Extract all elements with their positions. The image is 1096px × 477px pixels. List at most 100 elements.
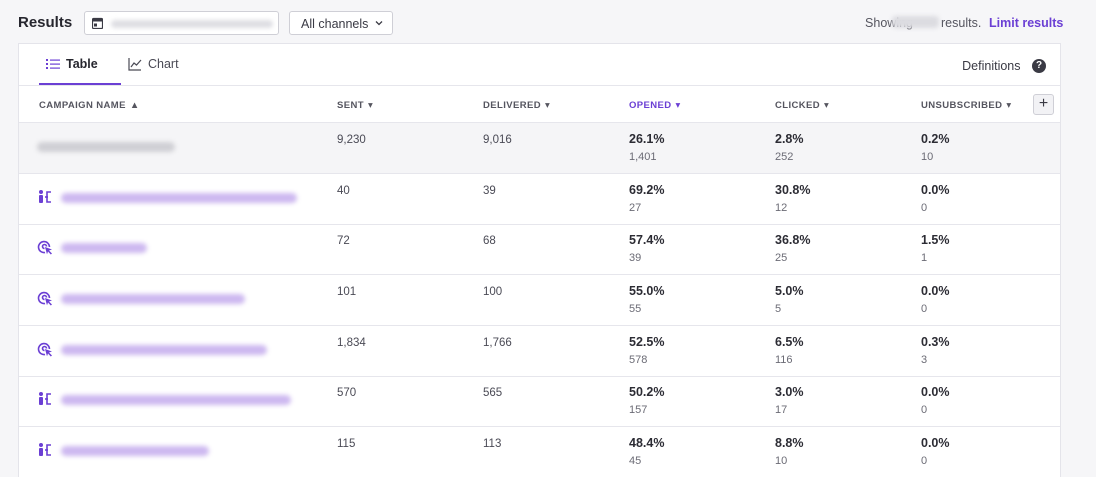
opened-count: 45	[629, 455, 642, 467]
campaign-link-redacted[interactable]	[61, 193, 297, 203]
clicked-count: 5	[775, 303, 782, 315]
channel-select[interactable]: All channels	[289, 11, 393, 35]
sent-value: 40	[337, 185, 350, 197]
table-row[interactable]: 570 565 50.2% 157 3.0% 17 0.0% 0	[19, 376, 1060, 427]
clicked-count: 116	[775, 354, 793, 366]
unsubscribed-rate: 0.0%	[921, 183, 950, 197]
opened-count: 1,401	[629, 151, 657, 163]
chevron-down-icon: ▾	[824, 100, 830, 111]
delivered-value: 100	[483, 286, 503, 298]
opened-count: 578	[629, 354, 648, 366]
column-unsubscribed[interactable]: UNSUBSCRIBED ▾	[921, 100, 1012, 111]
table-row[interactable]: 1,834 1,766 52.5% 578 6.5% 116 0.3% 3	[19, 326, 1060, 377]
clicked-rate: 30.8%	[775, 183, 811, 197]
campaign-link-redacted[interactable]	[61, 243, 147, 253]
date-range-picker[interactable]	[84, 11, 279, 35]
delivered-value: 68	[483, 235, 496, 247]
opened-rate: 26.1%	[629, 132, 665, 146]
clicked-count: 25	[775, 252, 788, 264]
delivered-value: 113	[483, 438, 502, 450]
people-split-icon	[39, 443, 51, 456]
limit-results-link[interactable]: Limit results	[989, 16, 1064, 30]
campaign-link-redacted[interactable]	[61, 446, 209, 456]
table-row[interactable]: 101 100 55.0% 55 5.0% 5 0.0% 0	[19, 275, 1060, 326]
unsubscribed-count: 0	[921, 455, 928, 467]
delivered-value: 565	[483, 387, 503, 399]
sent-value: 9,230	[337, 134, 366, 146]
clicked-count: 252	[775, 151, 794, 163]
column-label: DELIVERED	[483, 100, 541, 111]
unsubscribed-rate: 1.5%	[921, 233, 950, 247]
opened-rate: 57.4%	[629, 233, 665, 247]
definitions-button[interactable]: Definitions ?	[962, 58, 1046, 73]
page-title: Results	[18, 14, 73, 31]
results-count-redacted	[892, 16, 939, 28]
unsubscribed-rate: 0.3%	[921, 335, 950, 349]
opened-rate: 69.2%	[629, 183, 665, 197]
opened-rate: 52.5%	[629, 335, 665, 349]
chevron-down-icon	[375, 21, 383, 26]
opened-count: 27	[629, 202, 642, 214]
clicked-rate: 36.8%	[775, 233, 811, 247]
table-row[interactable]: 40 39 69.2% 27 30.8% 12 0.0% 0	[19, 174, 1060, 225]
active-tab-indicator	[39, 83, 121, 85]
opened-count: 55	[629, 303, 642, 315]
campaign-name-redacted	[37, 142, 175, 152]
chevron-down-icon: ▾	[1006, 100, 1012, 111]
view-tabs: Table Chart Definitions ?	[19, 44, 1060, 86]
column-label: UNSUBSCRIBED	[921, 100, 1003, 111]
column-label: CLICKED	[775, 100, 821, 111]
sort-ascending-icon: ▲	[129, 100, 140, 111]
column-label: OPENED	[629, 100, 672, 111]
clicked-rate: 3.0%	[775, 385, 804, 399]
unsubscribed-rate: 0.2%	[921, 132, 950, 146]
unsubscribed-count: 1	[921, 252, 928, 264]
column-label: CAMPAIGN NAME	[39, 100, 126, 111]
campaign-link-redacted[interactable]	[61, 294, 245, 304]
list-icon	[46, 59, 60, 69]
column-sent[interactable]: SENT ▾	[337, 100, 373, 111]
target-click-icon	[37, 240, 52, 255]
calendar-icon	[92, 17, 103, 29]
target-click-icon	[37, 291, 52, 306]
delivered-value: 9,016	[483, 134, 512, 146]
line-chart-icon	[128, 58, 142, 71]
clicked-rate: 6.5%	[775, 335, 804, 349]
unsubscribed-count: 3	[921, 354, 928, 366]
column-delivered[interactable]: DELIVERED ▾	[483, 100, 550, 111]
sent-value: 1,834	[337, 337, 366, 349]
clicked-rate: 5.0%	[775, 284, 804, 298]
column-campaign-name[interactable]: CAMPAIGN NAME ▲	[39, 100, 140, 111]
add-column-button[interactable]: +	[1033, 94, 1054, 115]
results-card: Table Chart Definitions ? CAMPAIGN NAME ▲…	[18, 43, 1061, 477]
sent-value: 72	[337, 235, 350, 247]
chevron-down-icon: ▾	[367, 100, 374, 111]
unsubscribed-rate: 0.0%	[921, 284, 950, 298]
date-range-value-redacted	[111, 20, 273, 28]
people-split-icon	[39, 190, 51, 203]
showing-suffix-label: results.	[941, 16, 982, 30]
unsubscribed-rate: 0.0%	[921, 385, 950, 399]
results-toolbar: Results All channels Showing results. Li…	[0, 0, 1096, 44]
chevron-down-icon: ▾	[675, 100, 681, 111]
clicked-rate: 8.8%	[775, 436, 804, 450]
opened-rate: 48.4%	[629, 436, 665, 450]
campaign-link-redacted[interactable]	[61, 345, 267, 355]
clicked-count: 10	[775, 455, 788, 467]
sent-value: 115	[337, 438, 356, 450]
table-row-total: 9,230 9,016 26.1% 1,401 2.8% 252 0.2% 10	[19, 123, 1060, 174]
unsubscribed-count: 10	[921, 151, 934, 163]
tab-table-label: Table	[66, 57, 98, 71]
table-row[interactable]: 72 68 57.4% 39 36.8% 25 1.5% 1	[19, 224, 1060, 275]
column-opened[interactable]: OPENED ▾	[629, 100, 681, 111]
opened-rate: 55.0%	[629, 284, 665, 298]
opened-count: 39	[629, 252, 642, 264]
table-row[interactable]: 115 113 48.4% 45 8.8% 10 0.0% 0	[19, 427, 1060, 477]
target-click-icon	[37, 342, 52, 357]
delivered-value: 1,766	[483, 337, 512, 349]
column-clicked[interactable]: CLICKED ▾	[775, 100, 829, 111]
campaign-link-redacted[interactable]	[61, 395, 291, 405]
tab-chart-label: Chart	[148, 57, 179, 71]
channel-select-value: All channels	[301, 17, 369, 31]
table-header: CAMPAIGN NAME ▲ SENT ▾ DELIVERED ▾ OPENED ▾ …	[19, 86, 1060, 123]
